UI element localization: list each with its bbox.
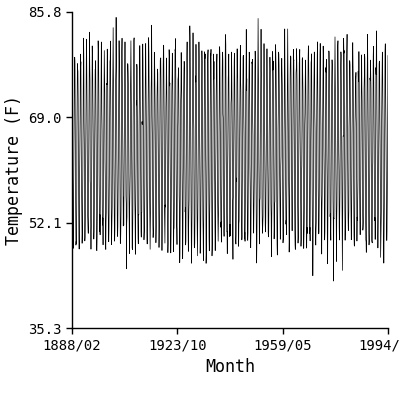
Y-axis label: Temperature (F): Temperature (F) [4,95,22,245]
X-axis label: Month: Month [205,358,255,376]
